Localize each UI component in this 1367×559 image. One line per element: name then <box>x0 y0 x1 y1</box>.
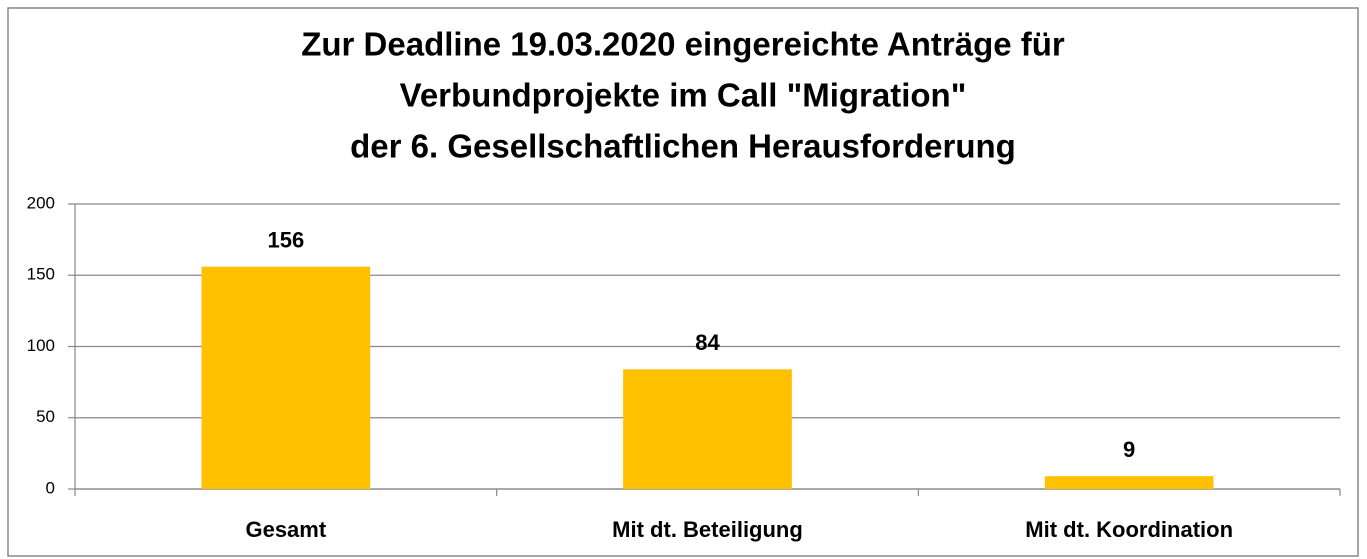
value-label: 9 <box>1123 437 1135 462</box>
bar <box>201 266 371 489</box>
y-tick-label: 100 <box>27 336 55 355</box>
x-tick-label: Mit dt. Beteiligung <box>612 517 803 542</box>
x-tick-label: Mit dt. Koordination <box>1025 517 1233 542</box>
chart-title: Verbundprojekte im Call "Migration" <box>400 77 967 114</box>
value-label: 156 <box>267 228 304 253</box>
chart-title: Zur Deadline 19.03.2020 eingereichte Ant… <box>301 26 1065 63</box>
bar <box>1044 476 1214 489</box>
value-label: 84 <box>695 330 720 355</box>
y-tick-label: 200 <box>27 193 55 212</box>
bar <box>623 369 792 489</box>
y-tick-label: 0 <box>46 478 55 497</box>
x-tick-label: Gesamt <box>245 517 326 542</box>
y-tick-label: 150 <box>27 265 55 284</box>
chart-title: der 6. Gesellschaftlichen Herausforderun… <box>350 128 1016 165</box>
y-tick-label: 50 <box>36 407 55 426</box>
